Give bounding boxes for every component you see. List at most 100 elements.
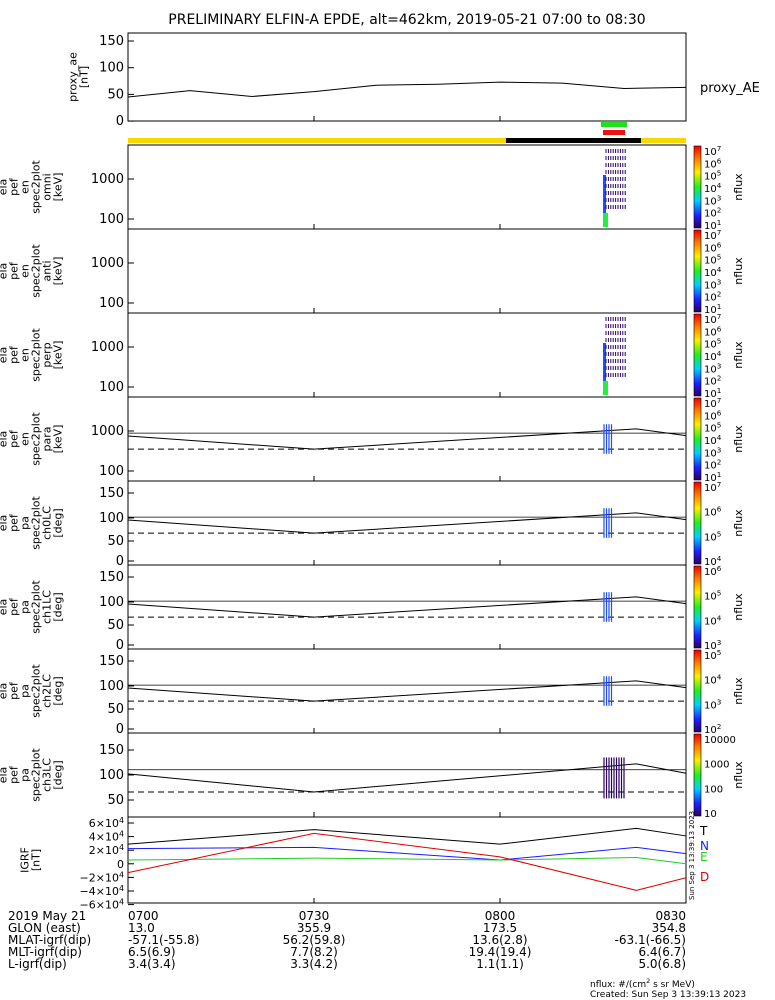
ylabel-line: [deg] (52, 592, 65, 621)
cbar-label: nflux (732, 341, 745, 369)
panel-frame-ch2 (127, 648, 687, 734)
ylabel-line: [deg] (52, 760, 65, 789)
footer-created: Created: Sun Sep 3 13:39:13 2023 (590, 990, 746, 1000)
ylabel-line: ch2LC (41, 674, 54, 708)
series-lc-solid (127, 596, 687, 618)
panel-frame-ch0 (127, 480, 687, 566)
ytick-label: 1000 (91, 340, 124, 355)
cbar-label-group: nflux (732, 425, 745, 453)
ytick-label: 150 (99, 486, 124, 501)
cbar-label-group: nflux (732, 257, 745, 285)
ylabel-line: en (19, 348, 32, 362)
series-igrf-T (127, 827, 687, 845)
timeaxis-label: MLAT-igrf(dip) (8, 933, 91, 947)
cbar-label-group: nflux (732, 593, 745, 621)
ytick-label: 1000 (91, 256, 124, 271)
series-lc-solid (127, 512, 687, 534)
timeaxis-value: 3.3(4.2) (290, 957, 338, 971)
footer-units: nflux: #/(cm2 s sr MeV) (590, 977, 695, 990)
ytick-label: 100 (99, 511, 124, 526)
ylabel-line: en (19, 432, 32, 446)
timeaxis-label: L-igrf(dip) (8, 957, 67, 971)
series-igrf-E (127, 856, 687, 865)
panel-frame-anti (127, 228, 687, 314)
colorbar-anti (693, 229, 702, 313)
cbar-tick: 106 (704, 564, 722, 578)
cbar-tick: 10000 (704, 735, 736, 746)
ytick-label: 100 (99, 679, 124, 694)
cbar-tick: 106 (704, 505, 722, 519)
cbar-label: nflux (732, 677, 745, 705)
spectrogram-streak (603, 343, 606, 391)
cbar-label: nflux (732, 761, 745, 789)
ylabel-line: [keV] (52, 425, 65, 454)
cbar-tick: 105 (704, 529, 721, 543)
ytick-label: 0 (116, 554, 124, 569)
spectrogram-streak (603, 175, 606, 223)
timeaxis-value: 6.5(6.9) (128, 945, 176, 959)
status-bar-dark (506, 138, 641, 143)
ytick-label: 50 (107, 618, 124, 633)
ylabel-line: ela (0, 767, 10, 784)
ylabel-line: [deg] (52, 676, 65, 705)
cbar-tick: 100 (704, 784, 723, 795)
ylabel-line: pef (8, 597, 21, 616)
timeaxis-value: 13.0 (128, 921, 155, 935)
cbar-label: nflux (732, 593, 745, 621)
ylabel-line: ela (0, 347, 10, 364)
ylabel-line: en (19, 264, 32, 278)
panel-frame-omni (127, 144, 687, 230)
panel-frame-proxy (127, 32, 687, 122)
ylabel-line: ch1LC (41, 590, 54, 624)
ytick-label: 0 (116, 114, 124, 129)
ylabel-line: [nT] (30, 849, 43, 871)
ytick-label: 100 (99, 212, 124, 227)
series-igrf-D (127, 832, 687, 891)
ylabel-line: ch0LC (41, 506, 54, 540)
timeaxis-value: 0800 (485, 909, 516, 923)
cbar-tick: 107 (704, 480, 721, 494)
proxy-label: proxy_AE (700, 81, 760, 96)
legend-D: D (700, 870, 709, 884)
ylabel-line: ela (0, 599, 10, 616)
ytick-label: −4×104 (80, 884, 124, 898)
cbar-label-group: nflux (732, 677, 745, 705)
ytick-label: 100 (99, 464, 124, 479)
timeaxis-value: 1.1(1.1) (476, 957, 524, 971)
ytick-label: 2×104 (89, 843, 124, 857)
ylabel-line: ela (0, 683, 10, 700)
ylabel-line: spec2plot (30, 580, 43, 634)
ytick-label: 1000 (91, 172, 124, 187)
cbar-tick: 104 (704, 613, 722, 627)
ytick-label: 50 (107, 702, 124, 717)
ytick-label: 100 (99, 61, 124, 76)
cbar-tick: 105 (704, 589, 721, 603)
ylabel-line: spec2plot (30, 160, 43, 214)
ytick-label: 6×104 (89, 816, 124, 830)
ylabel-line: pef (8, 345, 21, 364)
ylabel-line: spec2plot (30, 748, 43, 802)
timeaxis-label: 2019 May 21 (8, 909, 86, 923)
ylabel-line: [keV] (52, 257, 65, 286)
cbar-label: nflux (732, 425, 745, 453)
ylabel-line: pef (8, 177, 21, 196)
cbar-label-group: nflux (732, 173, 745, 201)
timeaxis-value: 56.2(59.8) (283, 933, 346, 947)
panel-frame-igrf (127, 816, 687, 904)
ylabel-line: pef (8, 765, 21, 784)
panel-frame-ch1 (127, 564, 687, 650)
ylabel-line: ela (0, 431, 10, 448)
ylabel-line: pa (19, 516, 32, 530)
ylabel-line: para (41, 427, 54, 452)
ylabel-line: ela (0, 515, 10, 532)
ylabel-line: pef (8, 261, 21, 280)
ytick-label: 1000 (91, 424, 124, 439)
timeaxis-value: 355.9 (297, 921, 331, 935)
ylabel-line: IGRF (19, 847, 32, 873)
